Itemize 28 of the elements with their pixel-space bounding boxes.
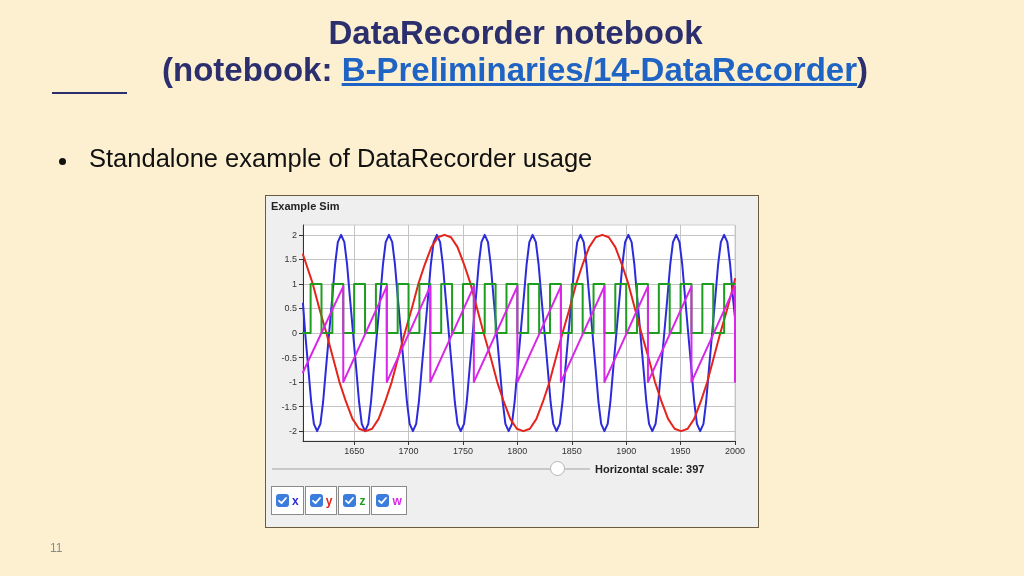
- x-tick-label: 2000: [724, 445, 746, 456]
- chart-title: DataRecorder notebook: [328, 14, 703, 51]
- text: y: [325, 493, 333, 508]
- y-tick-label: -1.5: [281, 401, 297, 412]
- y-tick-label: 1.5: [284, 254, 297, 265]
- x-tick-label: 1950: [670, 445, 691, 456]
- y-tick-label: -1: [288, 377, 297, 388]
- y-tick-label: 1: [291, 278, 297, 289]
- y-tick-label: 0.5: [284, 303, 297, 314]
- x-tick-label: 1700: [398, 445, 419, 456]
- text: 11: [50, 541, 63, 555]
- text: x: [292, 493, 299, 508]
- line-series: [302, 233, 736, 433]
- y-tick-label: 2: [291, 229, 297, 240]
- x-tick-label: 1900: [616, 445, 637, 456]
- text: Standalone example of DataRecorder usage: [89, 143, 593, 173]
- x-tick-label: 1650: [344, 445, 365, 456]
- text: Horizontal scale: 397: [595, 463, 705, 475]
- x-tick-label: 1800: [507, 445, 528, 456]
- text: w: [392, 493, 402, 508]
- chart-subtitle: (notebook: B-Preliminaries/14-DataRecorder): [161, 51, 869, 88]
- y-tick-label: 0: [291, 328, 297, 338]
- y-tick-label: -2: [288, 426, 297, 437]
- x-tick-label: 1850: [561, 445, 582, 456]
- y-tick-label: -0.5: [281, 352, 297, 363]
- text: z: [359, 493, 366, 508]
- text: Example Sim: [271, 200, 340, 212]
- x-tick-label: 1750: [452, 445, 473, 456]
